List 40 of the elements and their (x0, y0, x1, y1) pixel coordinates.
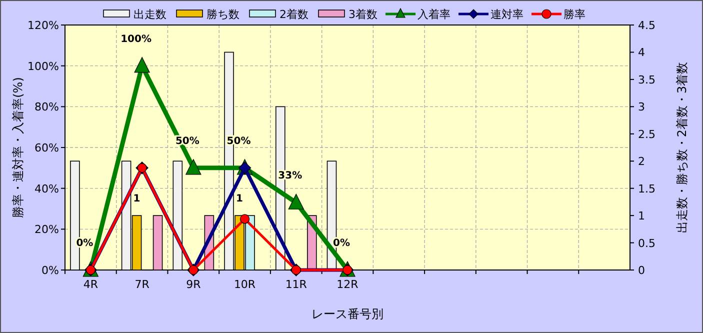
x-axis-title: レース番号別 (312, 307, 384, 321)
y2-tick-label: 1.5 (638, 182, 656, 196)
x-tick-label: 11R (285, 278, 308, 291)
y2-tick-label: 2 (638, 155, 645, 168)
legend-label: 3着数 (348, 8, 378, 21)
y-tick-label: 0% (42, 264, 59, 277)
legend-label: 勝率 (564, 8, 586, 21)
x-tick-label: 12R (336, 278, 359, 291)
y-tick-label: 60% (34, 142, 59, 154)
legend-label: 出走数 (134, 8, 166, 21)
y-axis-title: 勝率・連対率・入着率(%) (11, 77, 25, 218)
y-tick-label: 20% (34, 223, 59, 236)
x-tick-label: 4R (83, 278, 98, 291)
y2-tick-label: 3 (638, 100, 645, 114)
legend-label: 勝ち数 (206, 8, 240, 21)
y2-tick-label: 1 (638, 210, 645, 223)
y2-tick-label: 4.5 (638, 19, 656, 32)
point (288, 194, 304, 210)
point (186, 159, 202, 175)
y-tick-label: 100% (28, 60, 59, 73)
y-tick-label: 120% (28, 19, 59, 32)
data-label: 100% (120, 34, 152, 45)
legend-label: 2着数 (280, 8, 308, 21)
data-label: 1 (236, 194, 244, 205)
point (240, 214, 250, 224)
y-tick-label: 80% (34, 100, 59, 114)
y-tick-label: 40% (34, 182, 59, 196)
x-tick-label: 9R (186, 278, 202, 291)
data-label: 1 (133, 194, 140, 205)
x-tick-label: 7R (134, 278, 150, 291)
y2-tick-label: 0.5 (638, 236, 656, 250)
legend-label: 入着率 (418, 8, 450, 21)
y2-tick-label: 2.5 (638, 128, 656, 141)
y2-tick-label: 3.5 (638, 73, 656, 86)
y2-tick-label: 4 (638, 46, 645, 60)
y2-axis-title: 出走数・勝ち数・2着数・3着数 (675, 62, 689, 234)
point (134, 57, 150, 73)
y2-tick-label: 0 (638, 264, 645, 277)
x-tick-label: 10R (234, 278, 256, 291)
legend-label: 連対率 (490, 8, 524, 21)
